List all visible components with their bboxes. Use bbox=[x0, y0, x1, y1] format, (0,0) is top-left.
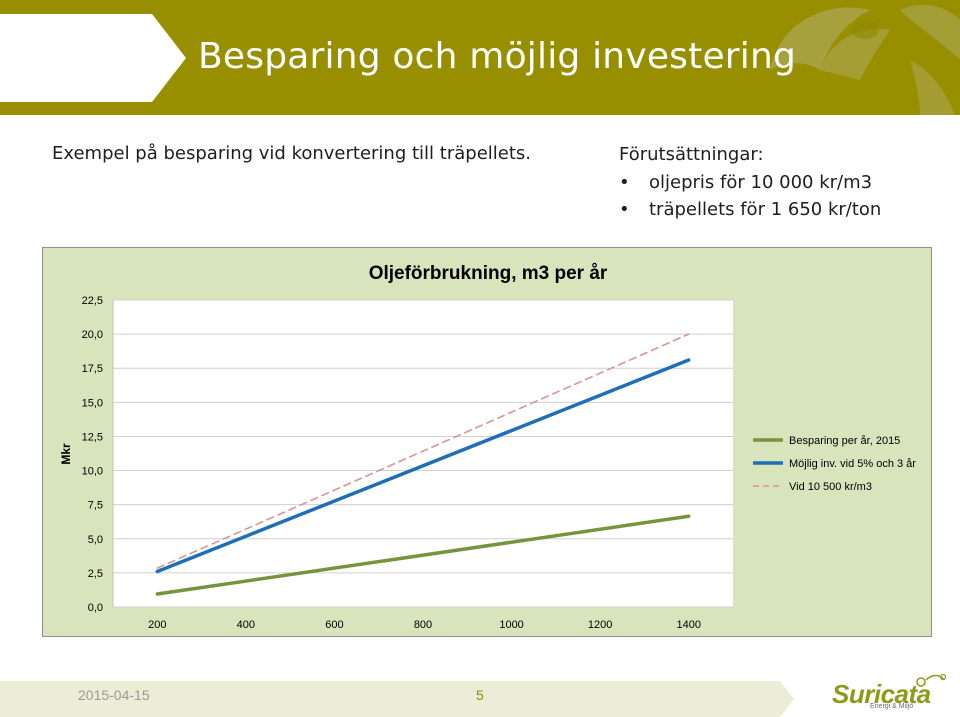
prerequisites-heading: Förutsättningar: bbox=[619, 144, 764, 165]
page-title: Besparing och möjlig investering bbox=[198, 36, 797, 77]
y-axis-ticks: 0,0 2,5 5,0 7,5 10,0 12,5 15,0 17,5 20,0 22,5 bbox=[82, 295, 103, 614]
series-line bbox=[155, 514, 691, 596]
chart-legend: Besparing per år, 2015 Möjlig inv. vid 5%… bbox=[753, 435, 916, 493]
slide-header: Besparing och möjlig investering bbox=[0, 0, 960, 115]
y-tick-label: 0,0 bbox=[88, 602, 103, 614]
logo-tagline: Energi & Miljö bbox=[870, 703, 914, 710]
page-number: 5 bbox=[476, 687, 484, 703]
x-tick-label: 400 bbox=[237, 619, 255, 631]
legend-label: Vid 10 500 kr/m3 bbox=[789, 481, 872, 493]
y-tick-label: 12,5 bbox=[82, 431, 103, 443]
chart-title: Oljeförbrukning, m3 per år bbox=[369, 263, 608, 284]
y-tick-label: 2,5 bbox=[88, 568, 103, 580]
y-tick-label: 20,0 bbox=[82, 329, 103, 341]
footer-date: 2015-04-15 bbox=[78, 687, 150, 703]
x-tick-label: 1200 bbox=[588, 619, 612, 631]
x-tick-label: 800 bbox=[414, 619, 432, 631]
title-tab-shape bbox=[0, 14, 186, 102]
prerequisite-item: träpellets för 1 650 kr/ton bbox=[619, 199, 881, 226]
x-axis-ticks: 200 400 600 800 1000 1200 1400 bbox=[148, 619, 701, 631]
suricata-logo-icon bbox=[916, 673, 947, 687]
plot-area bbox=[113, 300, 733, 607]
line-chart: 0,0 2,5 5,0 7,5 10,0 12,5 15,0 17,5 20,0 22,5 200… bbox=[59, 263, 916, 631]
footer-band bbox=[0, 681, 794, 717]
intro-text: Exempel på besparing vid konvertering ti… bbox=[52, 143, 531, 164]
x-tick-label: 1400 bbox=[676, 619, 700, 631]
prerequisites-list: oljepris för 10 000 kr/m3 träpellets för… bbox=[619, 172, 881, 226]
x-tick-label: 200 bbox=[148, 619, 166, 631]
chart-area: 0,0 2,5 5,0 7,5 10,0 12,5 15,0 17,5 20,0 22,5 200… bbox=[42, 247, 932, 637]
series-line bbox=[156, 333, 690, 569]
y-tick-label: 17,5 bbox=[82, 363, 103, 375]
y-tick-label: 5,0 bbox=[88, 534, 103, 546]
legend-label: Besparing per år, 2015 bbox=[789, 435, 900, 447]
gridlines bbox=[112, 299, 733, 608]
y-axis-label: Mkr bbox=[59, 443, 73, 465]
legend-label: Möjlig inv. vid 5% och 3 år bbox=[789, 458, 916, 470]
y-tick-label: 15,0 bbox=[82, 397, 103, 409]
prerequisite-item: oljepris för 10 000 kr/m3 bbox=[619, 172, 881, 199]
logo-wordmark: Suricata bbox=[832, 679, 931, 709]
x-tick-label: 1000 bbox=[499, 619, 523, 631]
series-line bbox=[155, 358, 691, 574]
x-tick-label: 600 bbox=[325, 619, 343, 631]
y-tick-label: 10,0 bbox=[82, 466, 103, 478]
meerkat-watermark-icon bbox=[770, 4, 960, 115]
prerequisites-box: Förutsättningar: oljepris för 10 000 kr/… bbox=[619, 144, 881, 226]
series-lines bbox=[155, 333, 691, 596]
y-tick-label: 22,5 bbox=[82, 295, 103, 307]
y-tick-label: 7,5 bbox=[88, 500, 103, 512]
